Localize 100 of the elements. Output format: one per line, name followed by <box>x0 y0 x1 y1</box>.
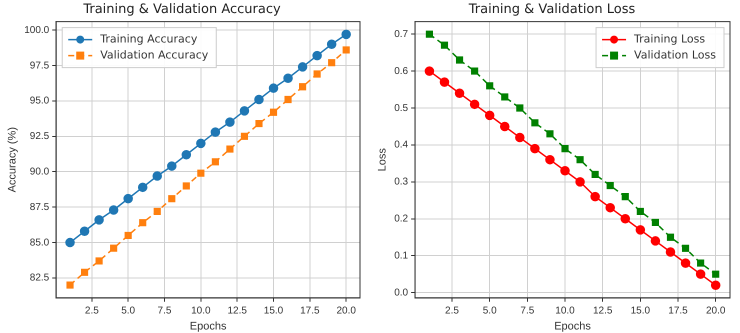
point <box>710 280 720 290</box>
point <box>440 77 450 87</box>
legend-label: Validation Accuracy <box>100 48 209 62</box>
point <box>500 122 510 132</box>
point <box>342 46 350 54</box>
point <box>576 156 584 164</box>
point <box>197 170 204 177</box>
y-tick-label: 85.0 <box>30 237 50 248</box>
x-tick-label: 17.5 <box>300 306 320 317</box>
point <box>575 177 585 187</box>
point <box>182 150 192 160</box>
y-tick-label: 95.0 <box>30 96 50 107</box>
point <box>284 96 292 104</box>
point <box>484 110 494 120</box>
point <box>424 66 434 76</box>
point <box>124 232 132 240</box>
point <box>605 202 615 212</box>
point <box>636 225 646 235</box>
point <box>622 193 629 200</box>
y-tick-label: 92.5 <box>30 131 50 142</box>
point <box>454 88 464 98</box>
point <box>210 127 220 137</box>
point <box>80 268 88 276</box>
point <box>167 161 177 171</box>
point <box>606 182 614 190</box>
y-tick-label: 0.4 <box>394 140 409 151</box>
point <box>108 205 118 215</box>
legend-label: Validation Loss <box>634 48 716 62</box>
point <box>697 260 704 267</box>
y-tick-label: 0.3 <box>394 176 409 188</box>
point <box>456 56 464 64</box>
x-tick-label: 10.0 <box>191 306 212 317</box>
y-tick-label: 97.5 <box>30 60 50 72</box>
point <box>652 218 659 226</box>
point <box>440 42 448 49</box>
y-tick-label: 100.0 <box>24 24 50 36</box>
point <box>240 106 250 116</box>
point <box>154 208 161 215</box>
y-tick-label: 0.2 <box>394 214 409 225</box>
point <box>696 269 706 279</box>
point <box>312 50 322 60</box>
y-tick-label: 90.0 <box>30 166 50 178</box>
point <box>470 100 480 110</box>
y-tick-label: 0.0 <box>394 287 409 298</box>
x-tick-label: 15.0 <box>630 306 651 317</box>
point <box>666 234 674 241</box>
point <box>516 104 524 112</box>
y-tick-label: 87.5 <box>30 202 50 213</box>
point <box>96 257 103 265</box>
y-tick-label: 82.5 <box>30 272 50 284</box>
x-tick-label: 12.5 <box>592 306 613 317</box>
point <box>152 171 162 181</box>
point <box>225 117 235 127</box>
x-tick-label: 17.5 <box>668 306 688 317</box>
point <box>561 145 569 152</box>
point <box>283 74 293 84</box>
x-tick-label: 5.0 <box>482 306 498 317</box>
x-axis-title: Epochs <box>554 320 592 332</box>
point <box>590 192 600 202</box>
point <box>94 215 104 225</box>
point <box>314 70 321 78</box>
y-tick-label: 0.5 <box>394 102 409 114</box>
point <box>299 83 306 90</box>
point <box>486 82 494 90</box>
x-tick-label: 2.5 <box>84 306 100 317</box>
y-tick-label: 0.7 <box>394 28 409 40</box>
point <box>123 194 133 204</box>
point <box>268 83 278 93</box>
point <box>341 30 351 40</box>
point <box>66 281 74 289</box>
point <box>212 158 219 166</box>
y-axis-title: Loss <box>376 148 389 172</box>
point <box>326 40 336 50</box>
x-tick-label: 10.0 <box>555 306 576 317</box>
point <box>501 93 508 101</box>
point <box>636 208 644 215</box>
chart-title: Training & Validation Accuracy <box>82 2 281 18</box>
x-tick-label: 12.5 <box>227 306 248 317</box>
legend-label: Training Loss <box>633 32 706 46</box>
point <box>328 59 336 66</box>
point <box>240 132 248 140</box>
y-tick-label: 0.6 <box>394 66 409 77</box>
point <box>471 68 478 75</box>
point <box>255 120 263 128</box>
point <box>682 244 690 252</box>
point <box>65 238 75 248</box>
x-tick-label: 2.5 <box>445 306 460 317</box>
chart-title: Training & Validation Loss <box>468 2 636 18</box>
point <box>592 170 599 178</box>
point <box>531 119 538 126</box>
x-tick-label: 7.5 <box>158 306 172 317</box>
x-tick-label: 15.0 <box>264 306 284 317</box>
y-axis-title: Accuracy (%) <box>6 126 19 192</box>
point <box>168 195 176 202</box>
point <box>545 154 555 164</box>
x-tick-label: 20.0 <box>706 306 726 317</box>
point <box>712 270 720 278</box>
point <box>80 226 90 236</box>
point <box>196 138 206 148</box>
point <box>110 244 118 252</box>
